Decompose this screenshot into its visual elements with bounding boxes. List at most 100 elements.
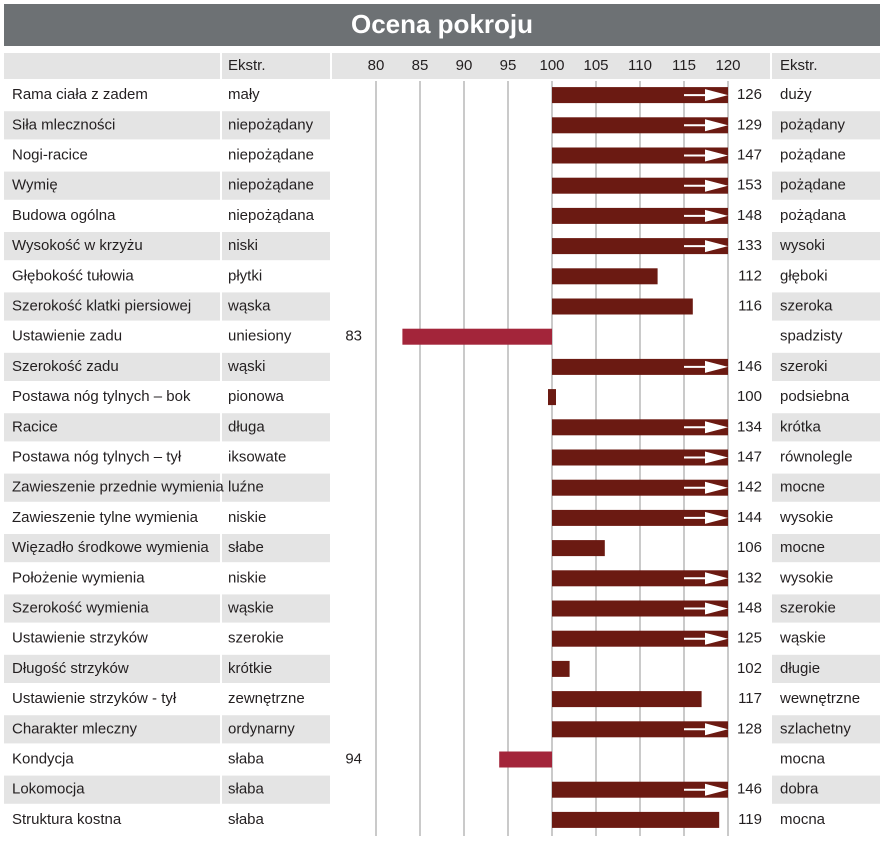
row-cell	[772, 201, 880, 230]
right-extreme: mocne	[780, 479, 825, 496]
right-extreme: duży	[780, 86, 812, 103]
category-label: Wymię	[12, 177, 58, 194]
category-label: Wysokość w krzyżu	[12, 237, 143, 254]
x-tick-label: 85	[412, 57, 429, 74]
row-cell	[222, 171, 330, 200]
category-label: Zawieszenie tylne wymienia	[12, 509, 199, 526]
right-extreme: pożądany	[780, 116, 846, 133]
row-cell	[772, 473, 880, 502]
value-label: 126	[737, 86, 762, 103]
category-label: Kondycja	[12, 750, 74, 767]
row-cell	[772, 775, 880, 804]
row-cell	[4, 715, 220, 744]
row-cell	[222, 775, 330, 804]
category-label: Szerokość wymienia	[12, 599, 149, 616]
row-cell	[222, 715, 330, 744]
row-cell	[4, 624, 220, 653]
row-cell	[4, 685, 220, 714]
right-extreme: równolegle	[780, 448, 853, 465]
row-cell	[772, 624, 880, 653]
category-label: Ustawienie strzyków - tył	[12, 690, 177, 707]
left-extreme: iksowate	[228, 448, 286, 465]
left-extreme: niepożądana	[228, 207, 315, 224]
right-extreme: pożądane	[780, 177, 846, 194]
category-label: Lokomocja	[12, 781, 85, 798]
value-label: 125	[737, 630, 762, 647]
left-extreme: krótkie	[228, 660, 272, 677]
x-tick-label: 90	[456, 57, 473, 74]
row-cell	[4, 201, 220, 230]
right-extreme: krótka	[780, 418, 822, 435]
row-cell	[222, 201, 330, 230]
row-cell	[222, 443, 330, 472]
category-label: Długość strzyków	[12, 660, 129, 677]
overflow-arrow-head	[705, 360, 728, 373]
row-cell	[772, 383, 880, 412]
row-cell	[772, 413, 880, 442]
row-cell	[4, 352, 220, 381]
value-label: 129	[737, 116, 762, 133]
category-label: Położenie wymienia	[12, 569, 145, 586]
value-label: 134	[737, 418, 762, 435]
row-cell	[222, 473, 330, 502]
row-cell	[4, 171, 220, 200]
bar	[552, 268, 658, 285]
value-label: 147	[737, 146, 762, 163]
row-cell	[772, 654, 880, 683]
row-cell	[222, 262, 330, 291]
row-cell	[772, 443, 880, 472]
left-extreme: niskie	[228, 509, 266, 526]
value-label: 146	[737, 358, 762, 375]
overflow-arrow-head	[705, 572, 728, 585]
bar	[552, 358, 728, 375]
x-tick-label: 115	[672, 57, 696, 74]
category-label: Charakter mleczny	[12, 720, 138, 737]
overflow-arrow-head	[705, 209, 728, 222]
bar	[552, 177, 728, 194]
chart-title: Ocena pokroju	[351, 9, 533, 39]
row-cell	[222, 413, 330, 442]
category-label: Ustawienie zadu	[12, 328, 122, 345]
category-label: Więzadło środkowe wymienia	[12, 539, 209, 556]
right-extreme: mocna	[780, 811, 826, 828]
row-cell	[772, 262, 880, 291]
value-label: 153	[737, 177, 762, 194]
value-label: 116	[738, 297, 762, 314]
value-label: 132	[737, 569, 762, 586]
row-cell	[222, 322, 330, 351]
value-label: 148	[737, 207, 762, 224]
category-label: Struktura kostna	[12, 811, 122, 828]
row-cell	[4, 775, 220, 804]
row-cell	[222, 745, 330, 774]
row-cell	[772, 503, 880, 532]
row-cell	[772, 111, 880, 140]
left-extreme: wąska	[227, 297, 271, 314]
bar	[552, 238, 728, 255]
value-label: 147	[737, 448, 762, 465]
row-cell	[772, 594, 880, 623]
right-extreme: pożądane	[780, 146, 846, 163]
row-cell	[772, 715, 880, 744]
row-cell	[772, 81, 880, 110]
row-cell	[4, 262, 220, 291]
category-label: Nogi-racice	[12, 146, 88, 163]
header-cell	[4, 53, 220, 79]
right-extreme: mocne	[780, 539, 825, 556]
category-label: Postawa nóg tylnych – tył	[12, 448, 182, 465]
row-cell	[222, 654, 330, 683]
overflow-arrow-head	[705, 119, 728, 132]
right-extreme: szeroki	[780, 358, 828, 375]
bar	[499, 751, 552, 768]
row-cell	[4, 141, 220, 170]
left-extreme: słaba	[228, 811, 265, 828]
row-cell	[4, 534, 220, 563]
row-cell	[4, 413, 220, 442]
bar	[552, 87, 728, 104]
bar	[552, 298, 693, 315]
bar	[552, 117, 728, 134]
row-cell	[4, 745, 220, 774]
row-cell	[4, 81, 220, 110]
header-cell	[222, 53, 330, 79]
left-extreme: słaba	[228, 781, 265, 798]
overflow-arrow-head	[705, 149, 728, 162]
